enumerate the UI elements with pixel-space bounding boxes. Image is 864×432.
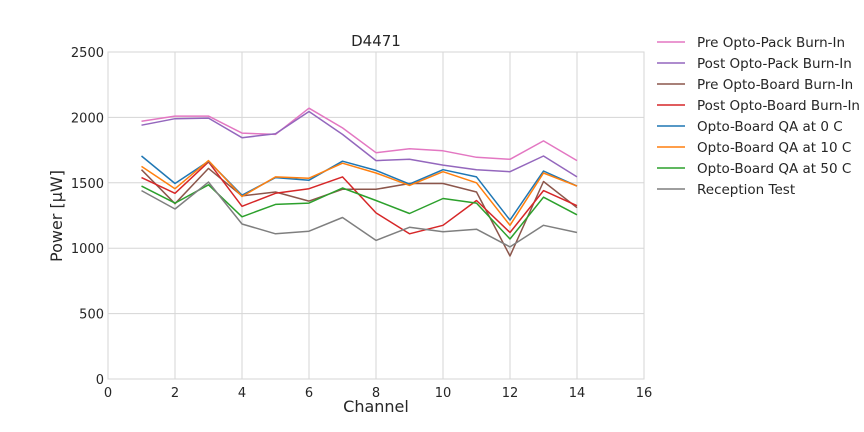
legend-item-opto-board-qa-at-0-c: Opto-Board QA at 0 C [657, 119, 843, 135]
x-tick-label: 4 [238, 386, 246, 401]
series-line-pre-opto-board-burn-in [140, 167, 578, 257]
legend-label: Pre Opto-Pack Burn-In [697, 35, 845, 51]
legend-label: Opto-Board QA at 50 C [697, 161, 851, 177]
legend-label: Post Opto-Pack Burn-In [697, 56, 852, 72]
grid-lines [107, 51, 645, 380]
legend-item-pre-opto-pack-burn-in: Pre Opto-Pack Burn-In [657, 35, 845, 51]
chart-title: D4471 [351, 32, 401, 50]
x-tick-label: 0 [104, 386, 112, 401]
x-tick-label: 10 [435, 386, 452, 401]
x-tick-label: 6 [305, 386, 313, 401]
x-tick-label: 12 [502, 386, 519, 401]
y-tick-label: 1000 [71, 242, 104, 257]
series-line-reception-test [141, 181, 578, 248]
legend-label: Opto-Board QA at 0 C [697, 119, 843, 135]
y-axis-ticks: 0 500 1000 1500 2000 2500 [71, 46, 104, 388]
x-tick-label: 16 [636, 386, 653, 401]
legend-label: Post Opto-Board Burn-In [697, 98, 860, 114]
x-axis-title: Channel [343, 397, 409, 416]
x-tick-label: 2 [171, 386, 179, 401]
y-axis-title: Power [μW] [47, 170, 66, 262]
series-line-opto-board-qa-at-10-c [141, 159, 578, 227]
legend-label: Opto-Board QA at 10 C [697, 140, 851, 156]
series-line-pre-opto-pack-burn-in [141, 107, 578, 162]
y-tick-label: 2500 [71, 46, 104, 61]
y-tick-label: 0 [96, 373, 104, 388]
y-tick-label: 500 [79, 308, 104, 323]
series-line-post-opto-pack-burn-in [141, 110, 578, 178]
legend-item-opto-board-qa-at-50-c: Opto-Board QA at 50 C [657, 161, 851, 177]
x-axis-ticks: 0 2 4 6 8 10 12 14 16 [104, 386, 652, 401]
legend-label: Pre Opto-Board Burn-In [697, 77, 853, 93]
legend: Pre Opto-Pack Burn-In Post Opto-Pack Burn… [657, 35, 860, 198]
legend-item-reception-test: Reception Test [657, 182, 795, 198]
y-tick-label: 1500 [71, 177, 104, 192]
legend-item-post-opto-pack-burn-in: Post Opto-Pack Burn-In [657, 56, 852, 72]
legend-item-opto-board-qa-at-10-c: Opto-Board QA at 10 C [657, 140, 851, 156]
legend-item-pre-opto-board-burn-in: Pre Opto-Board Burn-In [657, 77, 853, 93]
legend-label: Reception Test [697, 182, 795, 198]
y-tick-label: 2000 [71, 111, 104, 126]
x-tick-label: 14 [569, 386, 586, 401]
x-tick-label: 8 [372, 386, 380, 401]
legend-item-post-opto-board-burn-in: Post Opto-Board Burn-In [657, 98, 860, 114]
series-lines [140, 107, 578, 257]
